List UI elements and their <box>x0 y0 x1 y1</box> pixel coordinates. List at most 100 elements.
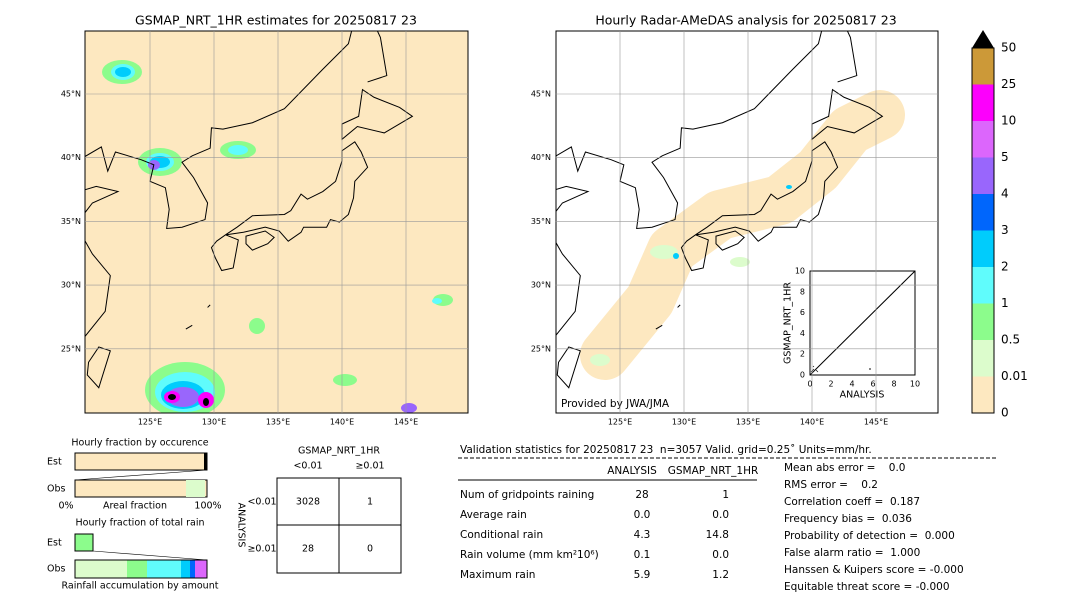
colorbar-band <box>972 303 994 340</box>
label: 5 <box>1001 150 1009 164</box>
label: Frequency bias = 0.036 <box>784 513 912 525</box>
map-frame <box>555 30 939 414</box>
label: Rainfall accumulation by amount <box>62 581 219 592</box>
label: Mean abs error = 0.0 <box>784 462 905 474</box>
label: 3 <box>1001 223 1009 237</box>
label: 130°E <box>672 418 696 427</box>
label: 140°E <box>800 418 824 427</box>
label: Conditional rain <box>460 529 543 541</box>
label: 10 <box>910 380 920 389</box>
label: Obs <box>47 484 66 495</box>
label: ANALYSIS <box>840 390 885 401</box>
label: 6 <box>870 380 875 389</box>
label: 0.0 <box>634 509 651 521</box>
label: 145°E <box>394 418 418 427</box>
label: False alarm ratio = 1.000 <box>784 547 920 559</box>
label: 0.1 <box>634 549 651 561</box>
label: 30°N <box>61 281 81 290</box>
label: 100% <box>194 501 221 512</box>
label: 35°N <box>531 217 551 226</box>
label: RMS error = 0.2 <box>784 479 878 491</box>
label: 0 <box>1001 406 1009 420</box>
label: Validation statistics for 20250817 23 n=… <box>460 444 872 456</box>
label: 0 <box>807 380 812 389</box>
colorbar-extend <box>972 30 994 48</box>
label: 1 <box>367 497 373 508</box>
colorbar-band <box>972 157 994 194</box>
label: ANALYSIS <box>607 465 657 477</box>
label: GSMAP_NRT_1HR <box>298 446 380 457</box>
label: 10 <box>795 267 805 276</box>
label: 8 <box>891 380 896 389</box>
occurrence-bars <box>74 452 208 579</box>
label: Maximum rain <box>460 569 535 581</box>
map-frame <box>84 30 469 414</box>
label: 2 <box>800 350 805 359</box>
label: <0.01 <box>293 461 322 472</box>
label: 1.2 <box>712 569 729 581</box>
colorbar-band <box>972 376 994 413</box>
label: 1 <box>1001 296 1009 310</box>
colorbar-band <box>972 194 994 231</box>
label: 5.9 <box>634 569 651 581</box>
label: 4 <box>800 329 805 338</box>
label: 45°N <box>531 90 551 99</box>
label: GSMAP_NRT_1HR <box>668 465 759 477</box>
colorbar-band <box>972 340 994 377</box>
label: 28 <box>635 489 648 501</box>
colorbar-band <box>972 230 994 267</box>
label: 0.01 <box>1001 369 1028 383</box>
label: 135°E <box>266 418 290 427</box>
colorbar-band <box>972 121 994 158</box>
label: Correlation coeff = 0.187 <box>784 496 920 508</box>
label: 140°E <box>330 418 354 427</box>
label: Hanssen & Kuipers score = -0.000 <box>784 564 964 576</box>
label: 40°N <box>61 153 81 162</box>
label: Equitable threat score = -0.000 <box>784 581 950 593</box>
label: Hourly fraction by occurence <box>71 438 208 449</box>
label: 8 <box>800 287 805 296</box>
label: 0.0 <box>712 509 729 521</box>
label: Provided by JWA/JMA <box>561 398 670 410</box>
label: Obs <box>47 564 66 575</box>
label: 6 <box>800 308 805 317</box>
label: 0 <box>367 544 373 555</box>
colorbar-band <box>972 48 994 85</box>
label: 40°N <box>531 153 551 162</box>
label: 0% <box>58 501 73 512</box>
label: 0 <box>800 371 805 380</box>
map-left <box>85 31 468 413</box>
label: Average rain <box>460 509 527 521</box>
label: GSMAP_NRT_1HR <box>783 282 794 364</box>
label: 3028 <box>296 497 320 508</box>
label: 30°N <box>531 281 551 290</box>
label: ≥0.01 <box>247 544 276 555</box>
label: 145°E <box>864 418 888 427</box>
label: 125°E <box>608 418 632 427</box>
scatter-points <box>810 365 871 373</box>
label: Hourly Radar-AMeDAS analysis for 2025081… <box>595 13 896 28</box>
label: 4.3 <box>634 529 651 541</box>
label: 10 <box>1001 114 1016 128</box>
label: ANALYSIS <box>236 503 247 548</box>
label: GSMAP_NRT_1HR estimates for 20250817 23 <box>135 13 417 28</box>
label: 135°E <box>736 418 760 427</box>
label: Num of gridpoints raining <box>460 489 594 501</box>
label: Areal fraction <box>103 501 167 512</box>
label: 25 <box>1001 77 1016 91</box>
label: 28 <box>302 544 314 555</box>
label: 50 <box>1001 41 1016 55</box>
label: ≥0.01 <box>355 461 384 472</box>
label: 2 <box>1001 260 1009 274</box>
label: Hourly fraction of total rain <box>76 518 205 529</box>
label: 45°N <box>61 90 81 99</box>
label: Est <box>47 457 62 468</box>
label: 25°N <box>531 344 551 353</box>
label: 130°E <box>202 418 226 427</box>
label: 25°N <box>61 344 81 353</box>
label: <0.01 <box>247 497 276 508</box>
label: 2 <box>828 380 833 389</box>
scatter-diagonal <box>809 270 916 376</box>
label: 125°E <box>138 418 162 427</box>
